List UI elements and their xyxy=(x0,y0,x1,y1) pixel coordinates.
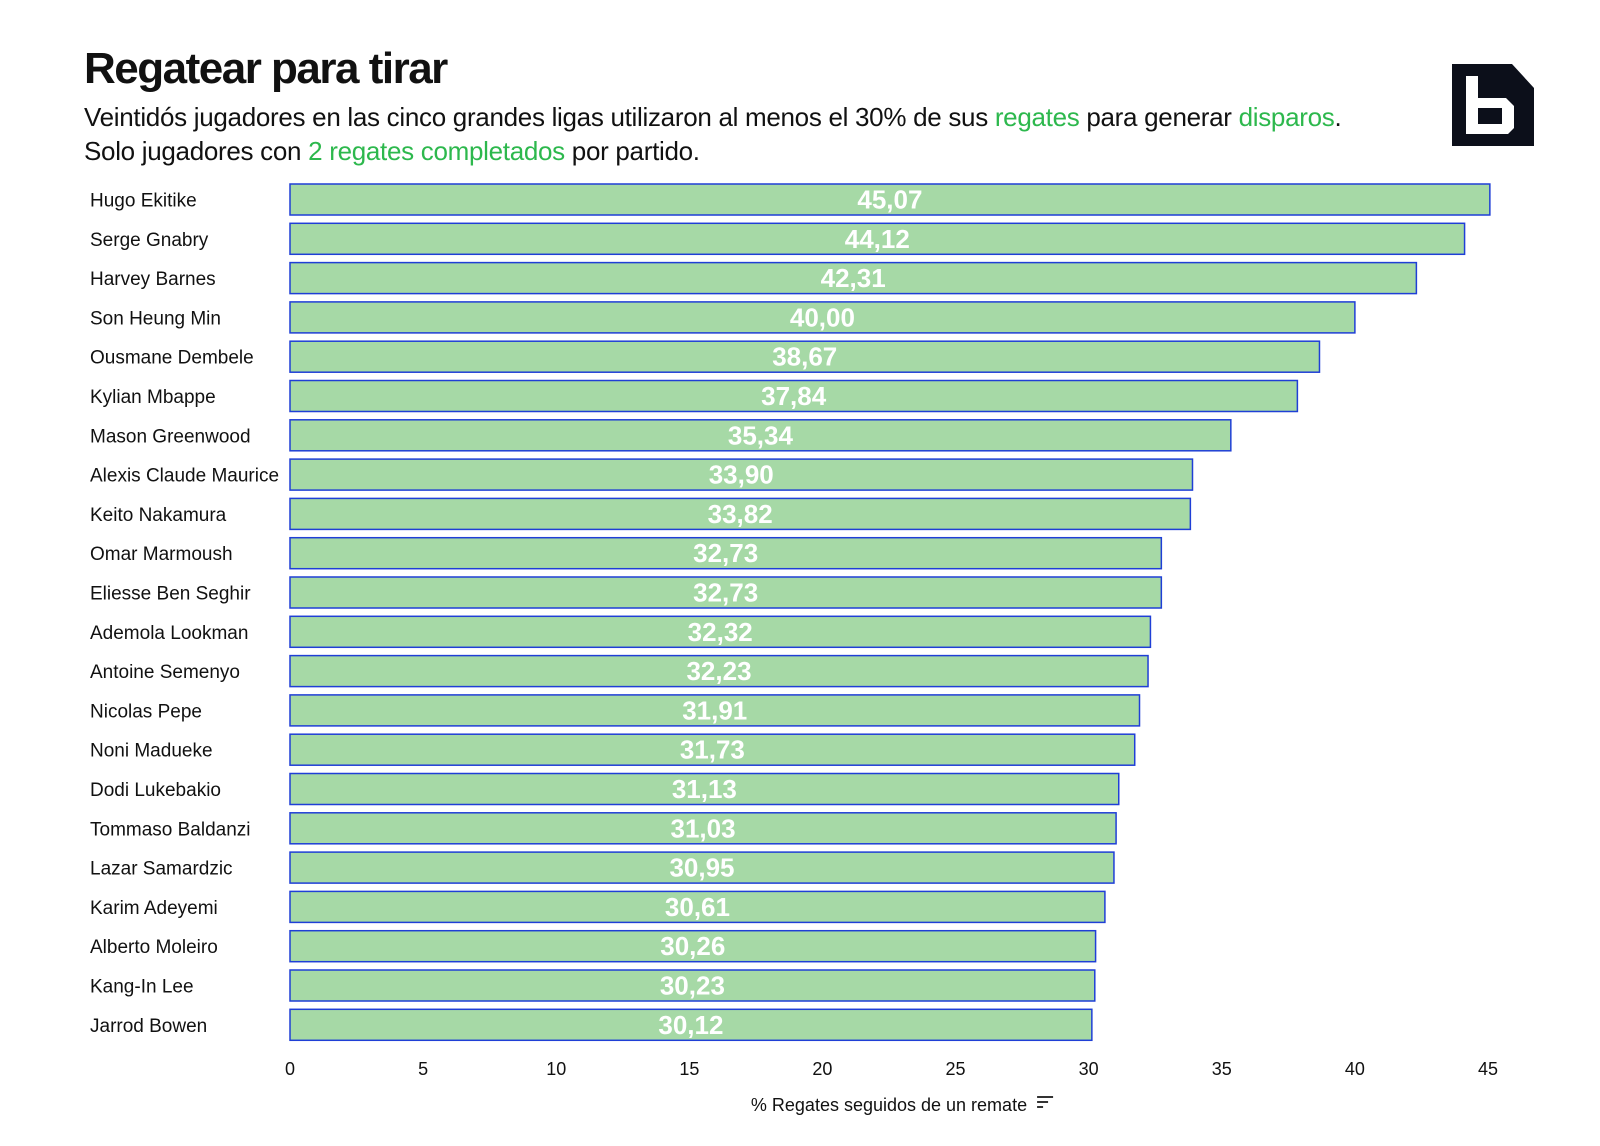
bar xyxy=(289,733,1136,766)
data-label: 42,31 xyxy=(821,263,886,293)
category-label: Noni Madueke xyxy=(90,741,213,762)
category-label: Karim Adeyemi xyxy=(90,898,218,919)
bar xyxy=(289,340,1321,373)
subtitle-highlight: disparos xyxy=(1238,102,1335,132)
data-label: 31,13 xyxy=(672,774,737,804)
data-label: 31,73 xyxy=(680,735,745,765)
data-label: 40,00 xyxy=(790,302,855,332)
data-label: 44,12 xyxy=(845,224,910,254)
bar xyxy=(289,576,1163,609)
category-label: Serge Gnabry xyxy=(90,230,209,251)
bar xyxy=(289,379,1299,413)
category-label: Lazar Samardzic xyxy=(90,859,233,880)
category-label: Kang-In Lee xyxy=(90,977,194,998)
bar xyxy=(289,851,1115,884)
category-label: Tommaso Baldanzi xyxy=(90,819,251,840)
category-label: Hugo Ekitike xyxy=(90,191,197,212)
x-tick-label: 35 xyxy=(1212,1059,1232,1079)
bar xyxy=(289,183,1491,216)
subtitle-text: para generar xyxy=(1079,102,1239,132)
bar xyxy=(289,812,1117,845)
data-label: 32,32 xyxy=(688,617,753,647)
bar xyxy=(289,222,1466,256)
category-label: Kylian Mbappe xyxy=(90,387,216,408)
bar xyxy=(289,419,1232,452)
brand-b-logo-icon xyxy=(1452,64,1534,146)
category-label: Ousmane Dembele xyxy=(90,348,254,369)
bar xyxy=(289,261,1418,295)
data-label: 38,67 xyxy=(772,342,837,372)
data-label: 30,61 xyxy=(665,892,730,922)
subtitle-text: . Solo jugadores con xyxy=(84,102,1342,166)
data-label: 32,73 xyxy=(693,538,758,568)
subtitle-text: Veintidós jugadores en las cinco grandes… xyxy=(84,102,995,132)
subtitle-text: por partido. xyxy=(564,136,700,166)
bar xyxy=(289,772,1120,806)
data-label: 33,90 xyxy=(709,460,774,490)
bar xyxy=(289,969,1096,1002)
bar xyxy=(289,497,1192,531)
bar xyxy=(289,929,1097,963)
subtitle-highlight: 2 regates completados xyxy=(308,136,565,166)
chart-title: Regatear para tirar xyxy=(84,44,448,93)
x-axis-title: % Regates seguidos de un remate xyxy=(751,1095,1027,1115)
x-tick-label: 5 xyxy=(418,1059,428,1079)
data-label: 32,73 xyxy=(693,578,758,608)
category-label: Eliesse Ben Seghir xyxy=(90,584,251,605)
sort-icon[interactable] xyxy=(1037,1096,1054,1108)
category-label: Ademola Lookman xyxy=(90,623,248,644)
category-label: Dodi Lukebakio xyxy=(90,780,221,801)
category-label: Keito Nakamura xyxy=(90,505,227,526)
data-label: 30,12 xyxy=(658,1010,723,1040)
data-label: 30,95 xyxy=(669,853,734,883)
category-label: Son Heung Min xyxy=(90,308,221,329)
bar xyxy=(289,1008,1093,1042)
chart-subtitle: Veintidós jugadores en las cinco grandes… xyxy=(84,100,1384,168)
subtitle-highlight: regates xyxy=(994,102,1080,132)
category-label: Alexis Claude Maurice xyxy=(90,466,279,487)
category-label: Nicolas Pepe xyxy=(90,701,202,722)
data-label: 35,34 xyxy=(728,420,794,450)
bar xyxy=(289,890,1106,924)
x-tick-label: 45 xyxy=(1478,1059,1498,1079)
category-label: Omar Marmoush xyxy=(90,544,233,565)
data-label: 33,82 xyxy=(708,499,773,529)
x-tick-label: 15 xyxy=(679,1059,699,1079)
category-label: Jarrod Bowen xyxy=(90,1016,207,1037)
x-tick-label: 25 xyxy=(946,1059,966,1079)
x-tick-label: 40 xyxy=(1345,1059,1365,1079)
bar xyxy=(289,458,1194,491)
bar xyxy=(289,654,1149,688)
bar xyxy=(289,536,1163,570)
category-label: Harvey Barnes xyxy=(90,269,216,290)
data-label: 31,03 xyxy=(671,813,736,843)
category-label: Antoine Semenyo xyxy=(90,662,240,683)
data-label: 37,84 xyxy=(761,381,827,411)
data-label: 30,23 xyxy=(660,971,725,1001)
data-label: 45,07 xyxy=(857,185,922,215)
bar xyxy=(289,694,1141,727)
data-label: 31,91 xyxy=(682,695,747,725)
x-tick-label: 10 xyxy=(546,1059,566,1079)
category-label: Mason Greenwood xyxy=(90,426,251,447)
x-tick-label: 0 xyxy=(285,1059,295,1079)
data-label: 32,23 xyxy=(686,656,751,686)
x-tick-label: 30 xyxy=(1079,1059,1099,1079)
bar xyxy=(289,301,1356,334)
data-label: 30,26 xyxy=(660,931,725,961)
x-tick-label: 20 xyxy=(812,1059,832,1079)
bar xyxy=(289,615,1152,649)
category-label: Alberto Moleiro xyxy=(90,937,218,958)
